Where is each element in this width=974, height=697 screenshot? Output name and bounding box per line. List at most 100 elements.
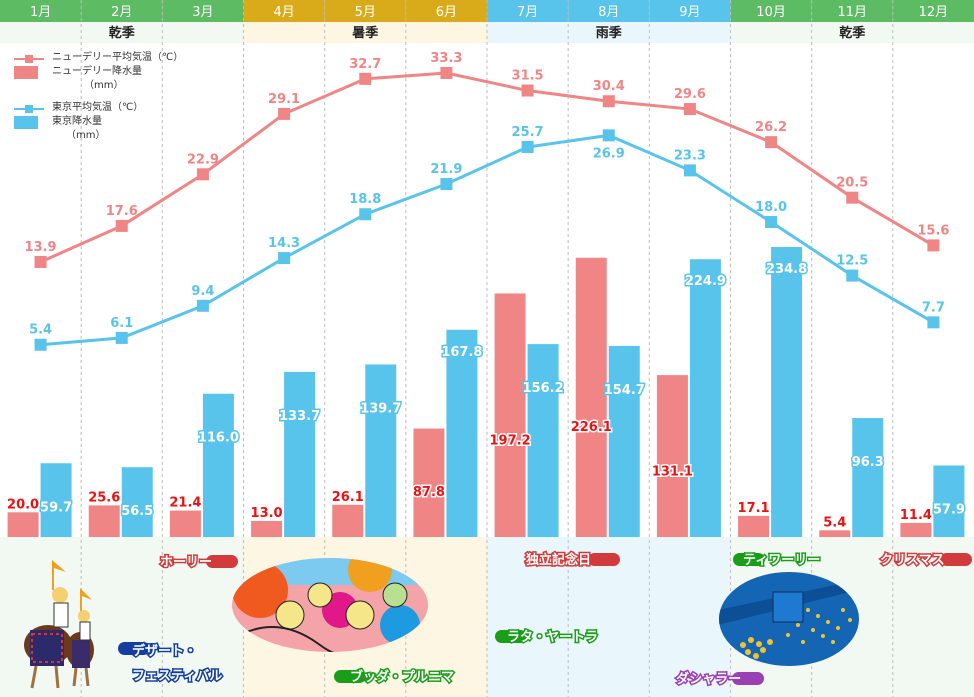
event-label: 独立記念日 bbox=[524, 552, 592, 570]
tokyo-rain-label: 56.5 bbox=[121, 504, 153, 519]
month-header-cell bbox=[324, 0, 406, 22]
season-band bbox=[0, 22, 244, 43]
event-label: ラタ・ヤートラ bbox=[505, 629, 599, 647]
delhi-rain-label: 226.1 bbox=[571, 420, 612, 435]
month-header-cell bbox=[81, 0, 163, 22]
event-pill-icon bbox=[206, 555, 238, 568]
tokyo-rain-label: 57.9 bbox=[933, 502, 965, 517]
month-label: 1月 bbox=[30, 5, 51, 20]
tokyo-temp-marker bbox=[521, 141, 534, 154]
delhi-temp-marker bbox=[521, 84, 534, 97]
delhi-temp-label: 32.7 bbox=[349, 57, 381, 72]
tokyo-rain-label: 139.7 bbox=[360, 401, 401, 416]
tokyo-temp-label: 9.4 bbox=[191, 284, 214, 299]
delhi-rain-bar bbox=[88, 505, 120, 537]
delhi-temp-marker bbox=[927, 239, 940, 252]
month-header-cell bbox=[243, 0, 325, 22]
tokyo-rain-label: 96.3 bbox=[852, 455, 884, 470]
tokyo-temp-label: 18.0 bbox=[755, 200, 787, 215]
legend-item-tokyo-temp: 東京平均気温（℃） bbox=[14, 102, 183, 116]
legend-label: 東京平均気温（℃） bbox=[52, 102, 144, 113]
camel-riders-illustration bbox=[24, 560, 94, 689]
legend-item-tokyo-rain: 東京降水量 bbox=[14, 116, 183, 130]
tokyo-rain-bar bbox=[446, 329, 478, 537]
month-header-cell bbox=[730, 0, 812, 22]
event-holi: ホーリー bbox=[158, 551, 238, 572]
month-label: 2月 bbox=[111, 5, 132, 20]
month-header-cell bbox=[405, 0, 487, 22]
tokyo-temp-label: 21.9 bbox=[430, 162, 462, 177]
delhi-temp-marker bbox=[359, 72, 372, 85]
month-header-cell bbox=[649, 0, 731, 22]
flag-icon bbox=[52, 560, 66, 590]
season-label: 雨季 bbox=[596, 25, 622, 41]
delhi-temp-marker bbox=[34, 255, 47, 268]
tokyo-temp-marker bbox=[34, 338, 47, 351]
tokyo-temp-label: 14.3 bbox=[268, 236, 300, 251]
delhi-rain-label: 5.4 bbox=[823, 515, 846, 530]
month-header-cell bbox=[811, 0, 893, 22]
delhi-temp-line bbox=[39, 71, 935, 264]
tokyo-rain-label: 116.0 bbox=[198, 431, 239, 446]
tokyo-rain-label: 224.9 bbox=[685, 274, 726, 289]
event-label: ブッダ・プルニマ bbox=[348, 669, 455, 687]
delhi-rain-bar bbox=[332, 504, 364, 537]
flag-icon bbox=[80, 588, 92, 612]
month-header-cell bbox=[162, 0, 244, 22]
event-christmas: クリスマス bbox=[879, 549, 972, 570]
delhi-rain-bar bbox=[169, 510, 201, 537]
delhi-temp-label: 13.9 bbox=[25, 240, 57, 255]
delhi-temp-label: 31.5 bbox=[512, 69, 544, 84]
delhi-rain-bar bbox=[494, 293, 526, 537]
delhi-temp-marker bbox=[846, 191, 859, 204]
event-pill-icon bbox=[495, 630, 527, 643]
month-header-cell bbox=[487, 0, 569, 22]
delhi-temp-marker bbox=[278, 107, 291, 120]
delhi-temp-label: 33.3 bbox=[430, 51, 462, 66]
tokyo-rain-label: 234.8 bbox=[766, 262, 807, 277]
event-label: ティワーリー bbox=[741, 552, 821, 570]
tokyo-rain-bar bbox=[527, 344, 559, 537]
tokyo-temp-line bbox=[40, 133, 935, 347]
delhi-temp-marker bbox=[196, 168, 209, 181]
tokyo-rain-label: 59.7 bbox=[40, 500, 72, 515]
delhi-rain-bar bbox=[7, 512, 39, 537]
event-diwali: ティワーリー bbox=[733, 549, 822, 570]
month-label: 3月 bbox=[192, 5, 213, 20]
legend-sublabel: （mm） bbox=[66, 130, 106, 141]
month-label: 8月 bbox=[598, 5, 619, 20]
event-desert-festival: デザート・ フェスティバル bbox=[118, 640, 224, 686]
delhi-temp-label: 29.6 bbox=[674, 87, 706, 102]
delhi-temp-marker bbox=[602, 95, 615, 108]
tokyo-temp-label: 12.5 bbox=[836, 254, 868, 269]
delhi-rain-label: 87.8 bbox=[413, 485, 445, 500]
delhi-temp-marker bbox=[765, 136, 778, 149]
event-label: デザート・ bbox=[130, 643, 198, 661]
delhi-rain-bar bbox=[251, 520, 283, 537]
month-label: 4月 bbox=[273, 5, 294, 20]
legend-label: ニューデリー平均気温（℃） bbox=[52, 52, 184, 63]
delhi-rain-label: 13.0 bbox=[251, 506, 283, 521]
tokyo-rain-bar bbox=[40, 463, 72, 537]
event-pill-icon bbox=[732, 672, 764, 685]
tokyo-temp-label: 25.7 bbox=[512, 125, 544, 140]
month-label: 5月 bbox=[355, 5, 376, 20]
delhi-temp-marker bbox=[683, 103, 696, 116]
delhi-rain-label: 17.1 bbox=[738, 501, 770, 516]
tokyo-temp-marker bbox=[359, 208, 372, 221]
month-label: 6月 bbox=[436, 5, 457, 20]
event-label: ホーリー bbox=[158, 554, 213, 572]
season-label: 乾季 bbox=[109, 25, 135, 41]
delhi-rain-bar bbox=[900, 522, 932, 537]
month-label: 10月 bbox=[756, 5, 786, 20]
tokyo-rain-bar bbox=[121, 467, 153, 537]
event-pill-icon bbox=[334, 670, 366, 683]
event-independence-day: 独立記念日 bbox=[524, 549, 620, 570]
tokyo-rain-bar bbox=[933, 465, 965, 537]
tokyo-temp-label: 5.4 bbox=[29, 323, 52, 338]
delhi-temp-label: 15.6 bbox=[917, 223, 949, 238]
month-label: 11月 bbox=[837, 5, 867, 20]
month-header-cell bbox=[0, 0, 82, 22]
tokyo-temp-label: 26.9 bbox=[593, 146, 625, 161]
